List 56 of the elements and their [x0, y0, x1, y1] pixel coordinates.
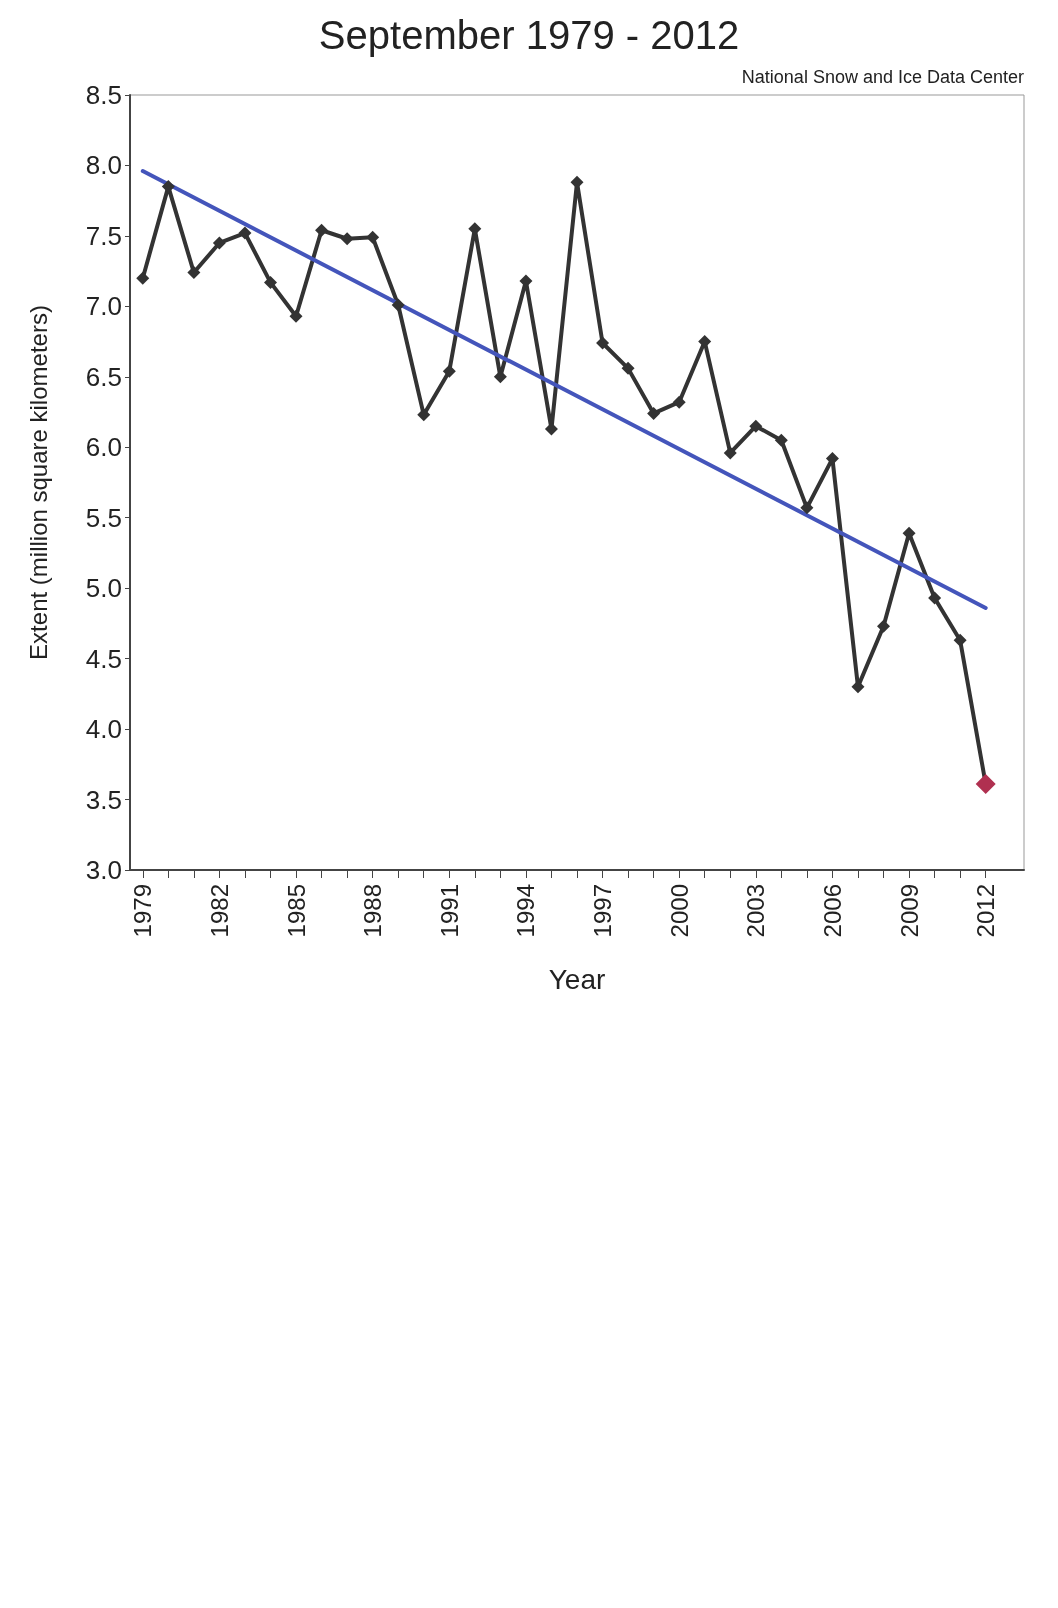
y-tick-label: 6.5 — [85, 361, 122, 392]
x-tick-label: 2006 — [818, 884, 846, 938]
point — [544, 422, 558, 436]
x-axis-title: Year — [548, 963, 606, 995]
point — [391, 298, 405, 312]
point — [749, 419, 763, 433]
point — [672, 395, 686, 409]
x-tick-label: 2009 — [895, 884, 923, 938]
x-tick-label: 1994 — [512, 884, 540, 938]
y-tick-label: 7.0 — [85, 291, 122, 322]
point — [187, 266, 201, 280]
point — [442, 364, 456, 378]
point — [493, 370, 507, 384]
x-tick-label: 2003 — [742, 884, 770, 938]
point — [136, 271, 150, 285]
point — [774, 433, 788, 447]
y-axis-title: Extent (million square kilometers) — [24, 305, 52, 660]
y-tick-label: 3.0 — [85, 855, 122, 885]
text: National Snow and Ice Data Center — [741, 67, 1025, 87]
y-tick-label: 5.0 — [85, 573, 122, 604]
point — [851, 680, 865, 694]
point — [212, 236, 226, 250]
point — [263, 275, 277, 289]
x-tick-label: 2000 — [665, 884, 693, 938]
x-tick-label: 1982 — [205, 884, 233, 938]
point — [366, 230, 380, 244]
point — [596, 336, 610, 350]
y-tick-label: 6.0 — [85, 432, 122, 463]
chart-title: September 1979 - 2012 — [318, 13, 740, 57]
x-tick-label: 1985 — [282, 884, 310, 938]
y-tick-label: 4.0 — [85, 714, 122, 745]
point — [238, 226, 252, 240]
y-tick-label: 8.5 — [85, 80, 122, 110]
x-tick-label: 1991 — [435, 884, 463, 938]
y-tick-label: 8.0 — [85, 150, 122, 181]
point — [877, 619, 891, 633]
point — [289, 309, 303, 323]
point — [723, 446, 737, 460]
x-tick-label: 1988 — [359, 884, 387, 938]
point — [928, 591, 942, 605]
y-tick-label: 7.5 — [85, 220, 122, 251]
x-tick-label: 1979 — [129, 884, 157, 938]
x-tick-label: 1997 — [589, 884, 617, 938]
point — [315, 223, 329, 237]
point — [621, 361, 635, 375]
point — [570, 175, 584, 189]
y-tick-label: 4.5 — [85, 643, 122, 674]
point — [340, 232, 354, 246]
point — [800, 501, 814, 515]
y-tick-label: 5.5 — [85, 502, 122, 533]
point — [647, 406, 661, 420]
point — [953, 633, 967, 647]
y-tick-label: 3.5 — [85, 784, 122, 815]
point — [519, 274, 533, 288]
x-tick-label: 2012 — [972, 884, 1000, 938]
point — [417, 408, 431, 422]
